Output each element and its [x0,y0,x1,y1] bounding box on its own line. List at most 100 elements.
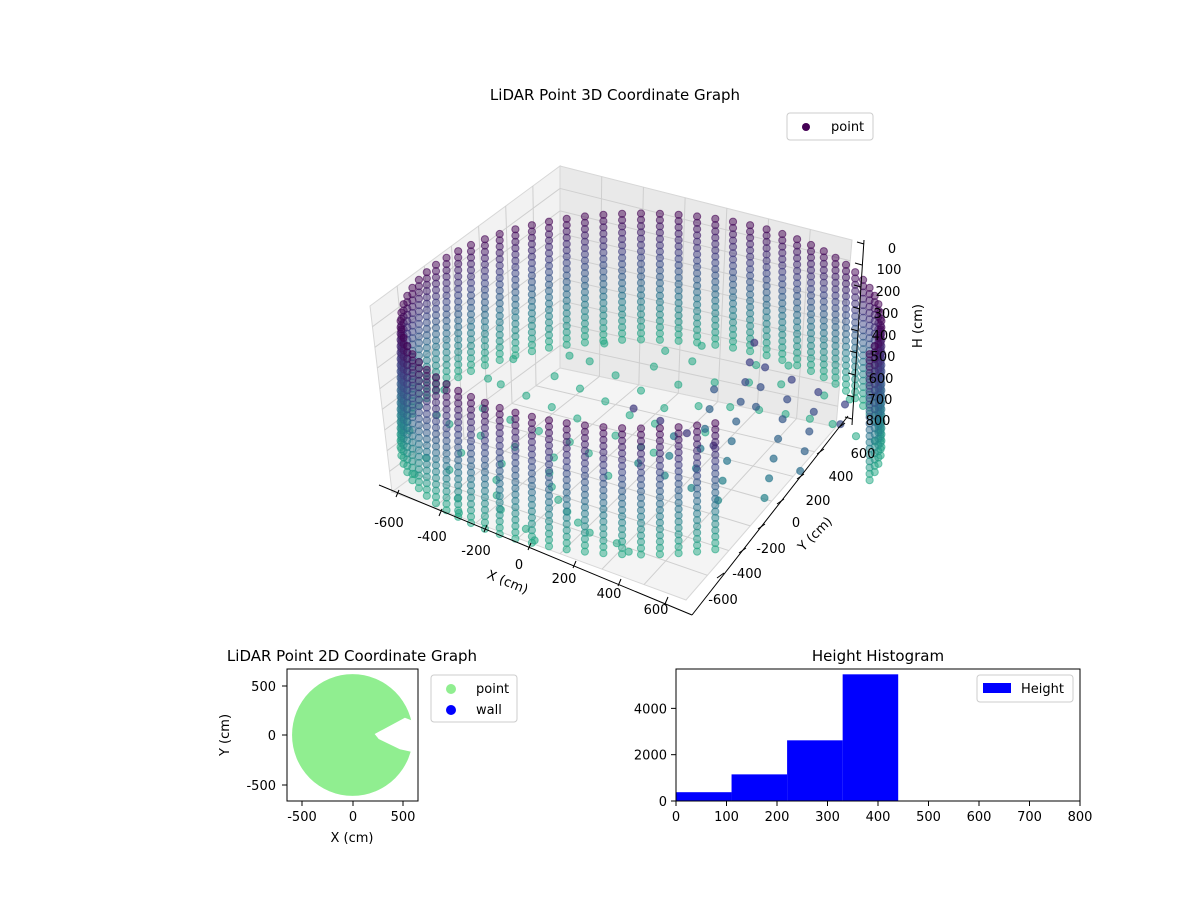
point-3d [495,355,504,365]
point-3d [693,547,702,556]
grid-line [415,473,708,576]
point-3d [711,545,720,554]
h-tick-label: 200 [876,285,901,300]
legend-marker-height [983,683,1011,693]
histogram-bar [731,774,788,801]
x-tick-label: 400 [597,587,622,602]
x-tick-label: -600 [374,516,404,531]
hist-x-tick-label: 400 [866,810,891,825]
point-3d [422,491,431,500]
point-3d [831,379,840,388]
point-3d [483,374,493,383]
x-tick-label: -200 [461,544,491,559]
point-3d [522,391,531,400]
point-3d [599,549,608,558]
x2d-tick-label: 500 [391,810,416,825]
grid-line [796,229,811,419]
point-3d [480,361,489,370]
point-3d [674,336,683,345]
point-3d [710,385,719,394]
h-axis-label: H (cm) [911,304,926,348]
point-3d [796,466,805,476]
point-3d [496,380,505,389]
point-3d [580,547,590,556]
y2d-tick-label: 0 [268,729,276,744]
point-3d [726,403,735,412]
point-3d [711,340,720,349]
point-3d [431,499,441,508]
y-tick-label: 600 [851,447,876,462]
point-3d [636,386,646,395]
x-tick-label: 200 [552,572,577,587]
point-3d [554,495,563,504]
hist-y-tick-label: 0 [659,795,667,810]
point-3d [805,427,814,436]
h-tick-label: 800 [866,414,891,429]
x2d-tick-label: -500 [287,810,317,825]
point-3d [809,407,818,416]
legend-2d: point wall [430,674,518,723]
y-axis-label: Y (cm) [795,514,836,555]
point-3d [769,454,778,463]
point-3d [741,378,750,387]
histogram-bar [676,792,732,801]
point-3d [841,386,851,395]
h-tick-label: 500 [871,350,896,365]
grid-line [517,392,679,539]
h-tick-label: 100 [877,263,902,278]
point-3d [783,395,792,404]
point-3d [778,355,787,365]
hist-y-tick-label: 4000 [634,702,667,717]
point-3d [575,384,585,393]
y2d-axis-label: Y (cm) [218,714,233,757]
point-3d [774,434,783,443]
hist-x-tick-label: 700 [1017,810,1042,825]
point-3d [573,518,583,527]
point-3d [656,416,665,425]
chart-3d-title: LiDAR Point 3D Coordinate Graph [490,86,740,104]
point-cloud-3d [396,209,886,559]
point-3d [765,474,774,483]
point-3d [649,362,659,371]
point-3d [618,550,627,559]
point-3d [547,403,556,412]
point-3d [611,431,620,440]
y-tick-label: 0 [792,516,800,531]
point-3d [565,351,574,360]
point-3d [814,388,823,397]
point-3d [762,351,771,360]
x-axis-label: X (cm) [485,568,530,598]
grid-line [717,208,728,402]
point-3d [636,335,646,344]
chart-3d: LiDAR Point 3D Coordinate Graph -600 -40… [369,86,926,618]
chart-2d-title: LiDAR Point 2D Coordinate Graph [227,647,477,665]
h-tick-label: 700 [868,393,893,408]
gap-region [374,717,418,754]
hist-x-tick-label: 300 [815,810,840,825]
point-3d [550,372,559,381]
point-3d [723,456,732,465]
point-3d [736,397,745,406]
legend-marker-wall [446,705,456,715]
legend-label-point: point [831,120,864,135]
point-3d [682,429,692,438]
point-3d [573,414,582,423]
h-axis-line [851,239,865,426]
point-3d [534,426,544,436]
x-tick-label: 0 [515,558,523,573]
x-tick-label: -400 [417,530,447,545]
point-cloud-2d [292,674,413,796]
point-3d [746,347,755,356]
h-tick-label: 300 [874,307,899,322]
point-3d [778,415,787,424]
point-3d [636,550,646,559]
point-3d [562,340,571,349]
point-3d [544,542,554,551]
point-3d [732,417,741,426]
point-3d [727,437,736,446]
x-axis-line [378,484,693,616]
grid-line [511,402,794,477]
legend-label-point: point [476,682,509,697]
point-3d [661,346,670,355]
